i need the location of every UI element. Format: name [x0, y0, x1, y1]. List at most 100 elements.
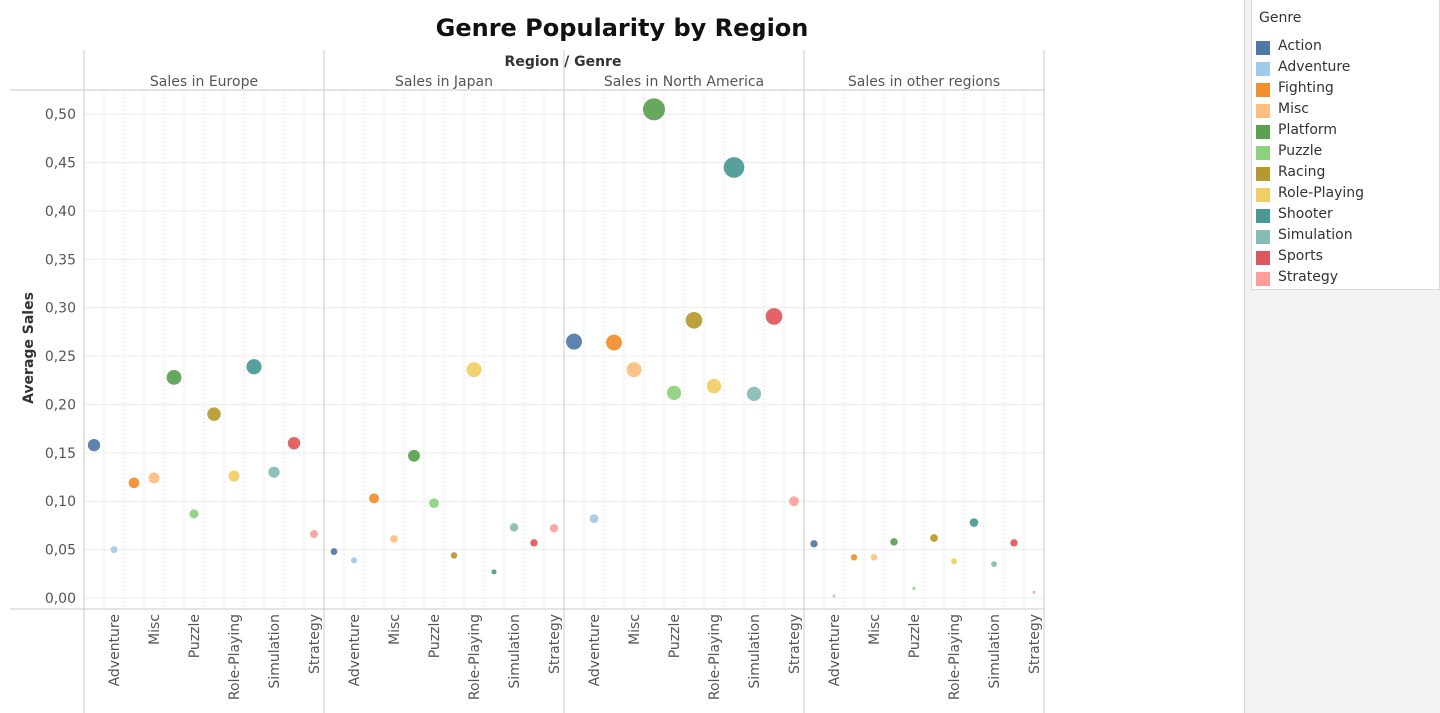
y-tick-label: 0,40: [45, 204, 76, 220]
point-sales-in-other-regions-sports: [1010, 539, 1018, 547]
y-tick-label: 0,05: [45, 543, 76, 559]
point-sales-in-japan-sports: [530, 539, 538, 547]
point-sales-in-europe-action: [87, 438, 101, 452]
x-tick-label-adventure: Adventure: [587, 614, 603, 686]
point-sales-in-japan-action: [330, 548, 338, 555]
y-axis-label: Average Sales: [21, 292, 37, 404]
point-sales-in-japan-adventure: [350, 557, 358, 564]
x-tick-label-puzzle: Puzzle: [427, 614, 443, 658]
point-sales-in-other-regions-role-playing: [950, 558, 958, 565]
point-sales-in-japan-role-playing: [466, 362, 482, 378]
point-sales-in-north-america-strategy: [789, 496, 799, 507]
point-sales-in-other-regions-racing: [930, 534, 938, 542]
legend-swatch: [1256, 188, 1270, 202]
x-tick-label-adventure: Adventure: [107, 614, 123, 686]
point-sales-in-north-america-shooter: [723, 157, 745, 178]
x-tick-label-simulation: Simulation: [987, 614, 1003, 689]
point-sales-in-europe-shooter: [246, 359, 262, 375]
x-tick-label-puzzle: Puzzle: [907, 614, 923, 658]
point-sales-in-north-america-sports: [765, 308, 783, 325]
panel-header-sales-in-japan: Sales in Japan: [395, 74, 493, 90]
y-tick-label: 0,10: [45, 494, 76, 510]
legend-title: Genre: [1259, 10, 1302, 26]
x-tick-label-role-playing: Role-Playing: [227, 614, 243, 700]
column-header: Region / Genre: [505, 54, 622, 70]
point-sales-in-europe-adventure: [110, 546, 118, 554]
point-sales-in-japan-strategy: [549, 524, 559, 533]
point-sales-in-north-america-misc: [626, 362, 642, 378]
point-sales-in-other-regions-action: [810, 540, 818, 548]
legend-swatch: [1256, 209, 1270, 223]
x-tick-label-misc: Misc: [147, 614, 163, 645]
legend-swatch: [1256, 230, 1270, 244]
point-sales-in-north-america-platform: [642, 98, 666, 121]
point-sales-in-other-regions-simulation: [991, 561, 997, 568]
point-sales-in-europe-fighting: [128, 477, 140, 489]
y-tick-label: 0,50: [45, 107, 76, 123]
x-tick-label-misc: Misc: [627, 614, 643, 645]
panel-header-sales-in-europe: Sales in Europe: [150, 74, 258, 90]
legend-swatch: [1256, 146, 1270, 160]
point-sales-in-other-regions-misc: [870, 554, 878, 561]
legend-label: Adventure: [1278, 59, 1351, 75]
legend-label: Shooter: [1278, 206, 1333, 222]
x-tick-label-strategy: Strategy: [547, 614, 563, 674]
point-sales-in-japan-fighting: [369, 493, 379, 504]
y-tick-label: 0,20: [45, 397, 76, 413]
legend-label: Platform: [1278, 122, 1338, 138]
legend-label: Racing: [1278, 164, 1326, 180]
point-sales-in-other-regions-adventure: [832, 594, 836, 598]
legend-label: Simulation: [1278, 227, 1353, 243]
legend-label: Misc: [1278, 101, 1309, 117]
x-tick-label-strategy: Strategy: [1027, 614, 1043, 674]
point-sales-in-north-america-puzzle: [666, 385, 682, 401]
x-tick-label-adventure: Adventure: [827, 614, 843, 686]
legend-swatch: [1256, 125, 1270, 139]
chart-area: Genre Popularity by Region Region / Genre…: [10, 14, 1045, 713]
x-tick-label-misc: Misc: [867, 614, 883, 645]
point-sales-in-other-regions-fighting: [850, 554, 858, 561]
point-sales-in-north-america-role-playing: [706, 378, 722, 394]
panel-header-sales-in-north-america: Sales in North America: [604, 74, 764, 90]
point-sales-in-japan-shooter: [491, 569, 497, 575]
y-tick-label: 0,25: [45, 349, 76, 365]
point-sales-in-europe-sports: [287, 436, 301, 450]
legend-swatch: [1256, 251, 1270, 265]
x-tick-label-puzzle: Puzzle: [187, 614, 203, 658]
y-tick-label: 0,00: [45, 591, 76, 607]
point-sales-in-europe-platform: [166, 369, 182, 385]
legend-label: Role-Playing: [1278, 185, 1365, 201]
x-tick-label-adventure: Adventure: [347, 614, 363, 686]
point-sales-in-europe-strategy: [310, 530, 318, 539]
point-sales-in-japan-racing: [450, 552, 458, 559]
point-sales-in-japan-platform: [408, 449, 420, 462]
legend-swatch: [1256, 83, 1270, 97]
legend-label: Puzzle: [1278, 143, 1323, 159]
legend-swatch: [1256, 167, 1270, 181]
point-sales-in-europe-misc: [148, 472, 160, 484]
x-tick-label-role-playing: Role-Playing: [947, 614, 963, 700]
legend-label: Fighting: [1278, 80, 1334, 96]
point-sales-in-north-america-adventure: [589, 514, 599, 524]
x-tick-label-strategy: Strategy: [307, 614, 323, 674]
x-tick-label-role-playing: Role-Playing: [467, 614, 483, 700]
point-sales-in-europe-puzzle: [189, 509, 199, 519]
legend-label: Action: [1278, 38, 1322, 54]
x-tick-label-simulation: Simulation: [747, 614, 763, 689]
point-sales-in-north-america-simulation: [746, 386, 762, 401]
point-sales-in-europe-role-playing: [228, 470, 240, 482]
x-tick-label-role-playing: Role-Playing: [707, 614, 723, 700]
point-sales-in-other-regions-strategy: [1032, 590, 1036, 594]
legend-swatch: [1256, 104, 1270, 118]
point-sales-in-north-america-fighting: [606, 334, 622, 351]
legend-swatch: [1256, 272, 1270, 286]
x-tick-label-strategy: Strategy: [787, 614, 803, 674]
y-tick-label: 0,35: [45, 252, 76, 268]
legend-swatch: [1256, 41, 1270, 55]
point-sales-in-other-regions-shooter: [969, 518, 979, 527]
x-tick-label-misc: Misc: [387, 614, 403, 645]
point-sales-in-north-america-racing: [685, 311, 703, 329]
legend-swatch: [1256, 62, 1270, 76]
point-sales-in-europe-simulation: [268, 466, 280, 478]
point-sales-in-other-regions-platform: [890, 538, 898, 546]
